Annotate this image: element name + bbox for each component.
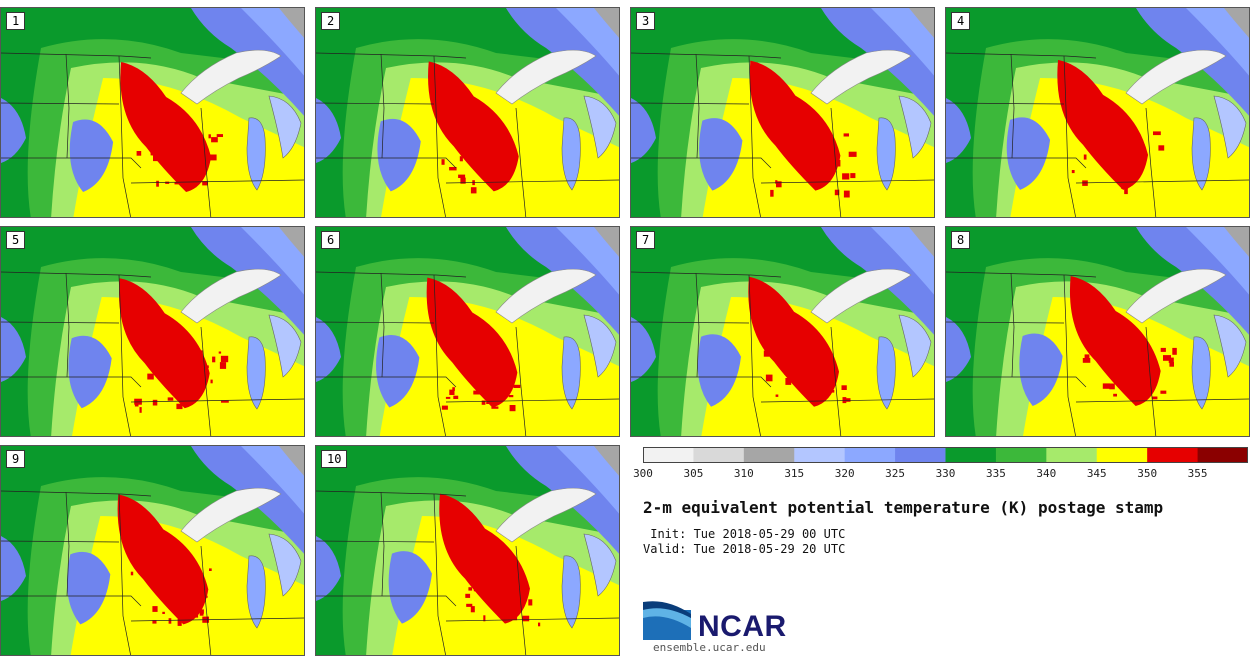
member-number-label: 1 — [6, 12, 26, 30]
logo-url: ensemble.ucar.edu — [653, 641, 766, 654]
colorbar-tick-label: 350 — [1137, 467, 1158, 480]
ensemble-member-panel: 3 — [630, 7, 935, 218]
ensemble-member-panel: 6 — [315, 226, 620, 437]
colorbar-swatch — [995, 447, 1047, 463]
member-number-label: 10 — [321, 450, 348, 468]
colorbar-swatch — [794, 447, 846, 463]
member-number-label: 4 — [951, 12, 971, 30]
member-number-label: 2 — [321, 12, 341, 30]
colorbar-tick-label: 310 — [733, 467, 754, 480]
colorbar-tick-label: 330 — [935, 467, 956, 480]
ensemble-member-panel: 7 — [630, 226, 935, 437]
ensemble-member-panel: 8 — [945, 226, 1250, 437]
colorbar-swatch — [844, 447, 896, 463]
ensemble-member-panel: 10 — [315, 445, 620, 656]
colorbar-tick-label: 335 — [985, 467, 1006, 480]
colorbar-swatch — [1096, 447, 1148, 463]
figure-title: 2-m equivalent potential temperature (K)… — [643, 498, 1164, 517]
init-time: Init: Tue 2018-05-29 00 UTC — [643, 527, 846, 541]
member-number-label: 5 — [6, 231, 26, 249]
member-number-label: 7 — [636, 231, 656, 249]
colorbar-swatch — [945, 447, 997, 463]
member-number-label: 3 — [636, 12, 656, 30]
ncar-logo-icon — [643, 601, 691, 640]
ensemble-member-panel: 4 — [945, 7, 1250, 218]
colorbar — [643, 447, 1248, 463]
ensemble-member-panel: 5 — [0, 226, 305, 437]
colorbar-swatch — [693, 447, 745, 463]
ensemble-member-panel: 9 — [0, 445, 305, 656]
member-number-label: 9 — [6, 450, 26, 468]
colorbar-swatch — [743, 447, 795, 463]
ensemble-member-panel: 1 — [0, 7, 305, 218]
colorbar-tick-label: 315 — [784, 467, 805, 480]
colorbar-tick-label: 345 — [1086, 467, 1107, 480]
colorbar-tick-label: 305 — [683, 467, 704, 480]
colorbar-tick-label: 300 — [633, 467, 653, 480]
colorbar-tick-label: 355 — [1187, 467, 1208, 480]
colorbar-tick-label: 340 — [1036, 467, 1057, 480]
member-number-label: 8 — [951, 231, 971, 249]
valid-time: Valid: Tue 2018-05-29 20 UTC — [643, 542, 846, 556]
colorbar-tick-label: 325 — [885, 467, 906, 480]
member-number-label: 6 — [321, 231, 341, 249]
ncar-logo-text: NCAR — [698, 610, 787, 643]
colorbar-swatch — [1046, 447, 1098, 463]
ensemble-member-panel: 2 — [315, 7, 620, 218]
colorbar-swatch — [1197, 447, 1248, 463]
colorbar-swatch — [643, 447, 694, 463]
colorbar-tick-label: 320 — [834, 467, 855, 480]
colorbar-swatch — [1147, 447, 1199, 463]
colorbar-swatch — [895, 447, 946, 463]
